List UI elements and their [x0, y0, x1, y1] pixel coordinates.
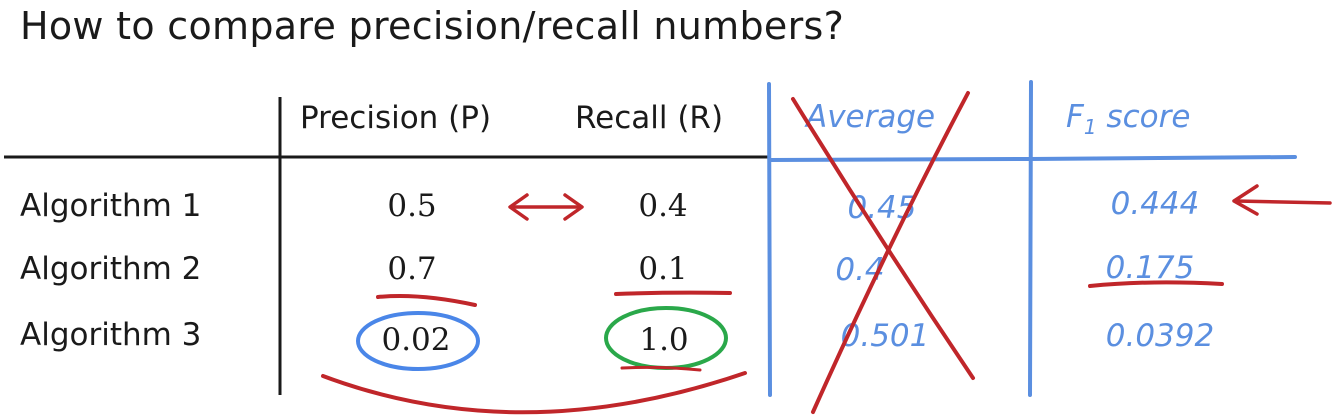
recall-1: 0.4 — [638, 188, 688, 224]
f1-letter: F — [1066, 99, 1084, 135]
page-title: How to compare precision/recall numbers? — [20, 4, 845, 48]
underline-recall-2 — [614, 290, 732, 296]
double-arrow-icon — [508, 193, 584, 221]
precision-2: 0.7 — [387, 251, 437, 287]
underline-recall-3 — [620, 365, 702, 372]
precision-1: 0.5 — [387, 188, 437, 224]
header-f1-score: F1 score — [1066, 99, 1190, 139]
f1-suffix: score — [1096, 99, 1191, 135]
row-label-1: Algorithm 1 — [20, 188, 202, 224]
row-label-2: Algorithm 2 — [20, 251, 202, 287]
f1-3: 0.0392 — [1105, 318, 1215, 354]
average-3: 0.501 — [840, 318, 930, 354]
header-average: Average — [806, 99, 936, 135]
f1-subscript: 1 — [1083, 115, 1097, 140]
header-precision: Precision (P) — [300, 100, 492, 136]
left-arrow-icon — [1232, 184, 1332, 216]
header-divider-blue — [768, 155, 1297, 162]
brace-curve — [321, 371, 747, 415]
f1-2: 0.175 — [1105, 250, 1195, 286]
f1-1: 0.444 — [1110, 186, 1200, 222]
average-2: 0.4 — [835, 252, 885, 288]
row-label-3: Algorithm 3 — [20, 317, 202, 353]
precision-3: 0.02 — [381, 322, 451, 358]
column-divider-blue-2 — [1028, 80, 1033, 397]
underline-precision-2 — [376, 294, 477, 307]
average-1: 0.45 — [847, 190, 917, 226]
recall-2: 0.1 — [638, 251, 688, 287]
column-divider-blue-1 — [767, 82, 772, 397]
header-recall: Recall (R) — [575, 100, 724, 136]
recall-3: 1.0 — [639, 322, 689, 358]
